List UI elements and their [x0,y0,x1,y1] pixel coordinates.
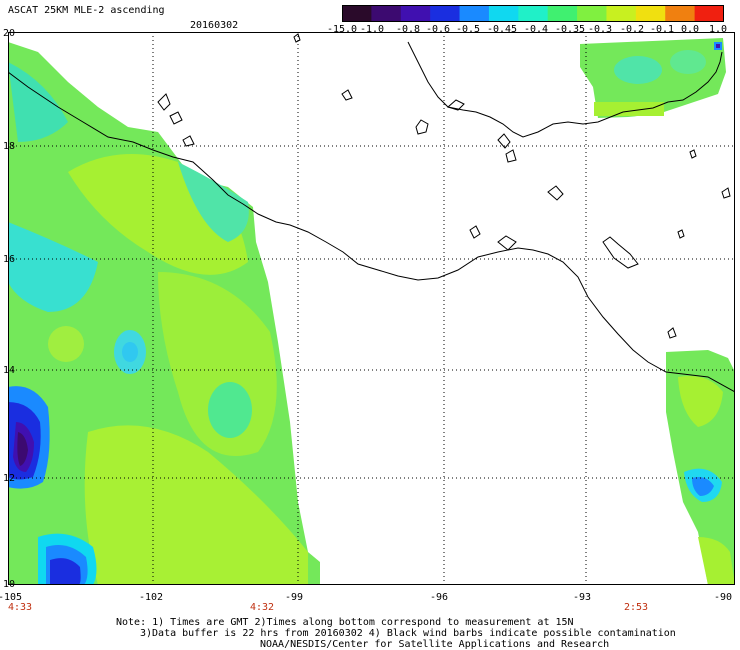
coastline [8,33,735,393]
map-frame [8,32,735,585]
colorbar-label: -1.0 [359,24,385,35]
colorbar-label: -0.1 [649,24,675,35]
colorbar-segment [577,5,607,22]
lat-lon-grid [8,32,735,585]
x-axis-label: -96 [430,592,449,603]
top-right-swath [580,38,726,118]
colorbar-segment [606,5,637,22]
colorbar-label: -0.2 [619,24,645,35]
colorbar-segment [459,5,490,22]
colorbar-label: -0.4 [523,24,549,35]
colorbar-segment [488,5,519,22]
left-swath [8,32,320,585]
time-label: 4:32 [250,602,275,613]
footer-note-1: Note: 1) Times are GMT 2)Times along bot… [116,617,574,628]
y-axis-label: 16 [3,254,16,265]
colorbar [342,5,724,22]
colorbar-label: 1.0 [708,24,728,35]
colorbar-label: 0.0 [680,24,700,35]
x-axis-label: -99 [285,592,304,603]
x-axis-label: -102 [139,592,164,603]
y-axis-label: 10 [3,579,16,590]
colorbar-label: -15.0 [326,24,358,35]
y-axis-label: 14 [3,365,16,376]
colorbar-label: -0.35 [554,24,586,35]
x-axis-label: -93 [573,592,592,603]
colorbar-segment [518,5,549,22]
colorbar-segment [547,5,578,22]
right-swath [666,350,735,585]
x-axis-label: -105 [0,592,23,603]
colorbar-tick-labels: -15.0 -1.0 -0.8 -0.6 -0.5 -0.45 -0.4 -0.… [326,24,730,35]
colorbar-segment [694,5,724,22]
colorbar-label: -0.45 [486,24,518,35]
colorbar-frame [342,5,724,22]
colorbar-segment [430,5,461,22]
wind-map [8,32,735,585]
colorbar-segment [400,5,431,22]
y-axis-label: 20 [3,28,16,39]
y-axis-label: 18 [3,141,16,152]
y-axis-label: 12 [3,473,16,484]
colorbar-label: -0.6 [425,24,451,35]
time-label: 4:33 [8,602,33,613]
map-title: ASCAT 25KM MLE-2 ascending [8,5,165,16]
colorbar-segment [665,5,696,22]
colorbar-segment [342,5,372,22]
footer-note-2: 3)Data buffer is 22 hrs from 20160302 4)… [140,628,676,639]
colorbar-label: -0.3 [587,24,613,35]
colorbar-segment [371,5,402,22]
footer-credit: NOAA/NESDIS/Center for Satellite Applica… [260,639,610,650]
colorbar-label: -0.8 [395,24,421,35]
colorbar-label: -0.5 [455,24,481,35]
colorbar-segment [635,5,666,22]
time-label: 2:53 [624,602,649,613]
x-axis-label: -90 [714,592,733,603]
map-date: 20160302 [190,20,239,31]
